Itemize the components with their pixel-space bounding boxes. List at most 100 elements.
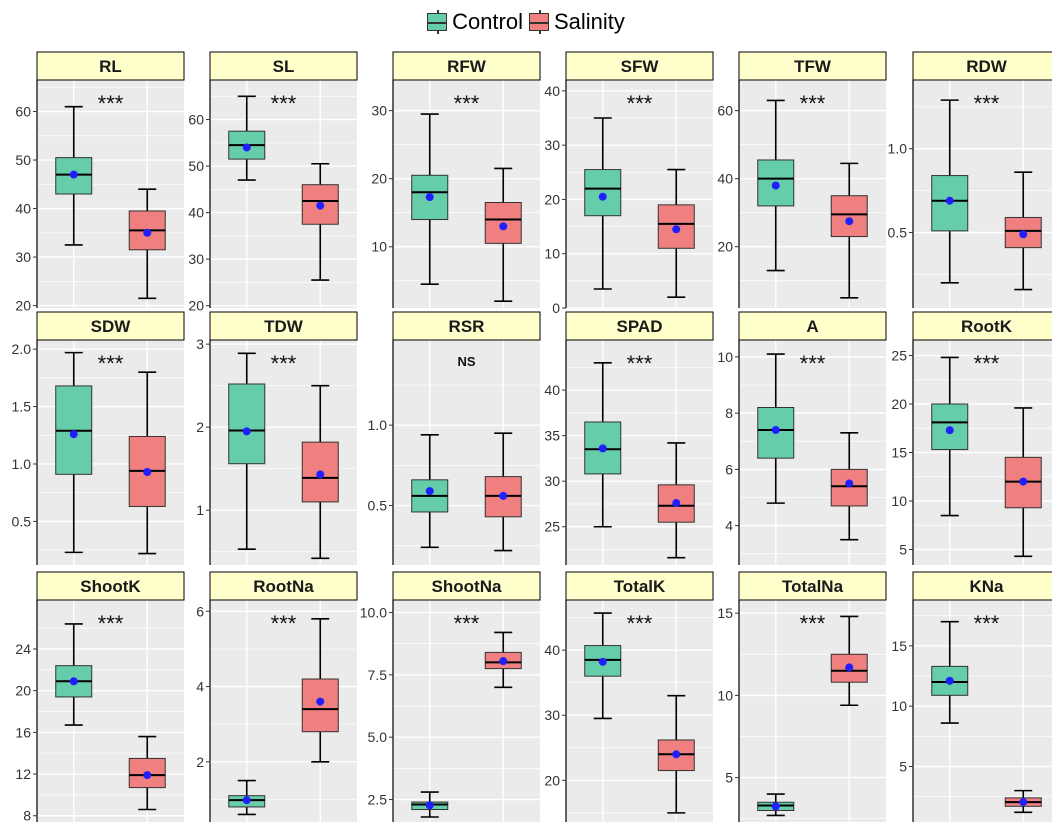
facet-strip (392, 571, 541, 601)
mean-point (242, 143, 251, 152)
iqr-box (228, 383, 266, 465)
y-tick-label: 24 (15, 641, 31, 657)
iqr-box (830, 195, 868, 238)
mean-point (143, 228, 152, 237)
mean-point (425, 487, 434, 496)
mean-point (771, 181, 780, 190)
mean-point (1019, 798, 1028, 807)
significance-label: *** (98, 91, 124, 116)
y-tick-label: 12 (15, 766, 31, 782)
y-tick-label: 35 (544, 428, 560, 444)
facet-title-rfw: RFW (447, 57, 487, 76)
y-tick-label: 30 (544, 707, 560, 723)
box-salinity (301, 618, 339, 763)
y-tick-label: 0 (552, 300, 560, 316)
facet-strip (738, 571, 887, 601)
y-tick-label: 8 (23, 808, 31, 824)
significance-label: *** (974, 91, 1000, 116)
panel-rootna: 2 4 6 RootNa *** (196, 571, 358, 822)
facet-title-spad: SPAD (617, 317, 663, 336)
y-tick-label: 1.0 (368, 417, 388, 433)
box-salinity (830, 615, 868, 707)
box-control (757, 353, 795, 504)
y-tick-label: 50 (188, 158, 204, 174)
iqr-box (830, 468, 868, 507)
y-tick-label: 5 (725, 770, 733, 786)
mean-point (945, 676, 954, 685)
significance-label: *** (627, 351, 653, 376)
facet-title-totalna: TotalNa (782, 577, 844, 596)
facet-title-rootna: RootNa (253, 577, 314, 596)
y-tick-label: 40 (717, 171, 733, 187)
y-tick-label: 6 (725, 461, 733, 477)
significance-label: *** (98, 611, 124, 636)
y-tick-label: 1.0 (888, 141, 908, 157)
facet-strip (36, 51, 185, 81)
y-tick-label: 15 (717, 605, 733, 621)
facet-strip (738, 51, 887, 81)
panel-shootna: 2.5 5.0 7.5 10.0 ShootNa *** (360, 571, 541, 822)
mean-point (425, 193, 434, 202)
mean-point (945, 426, 954, 435)
panel-sl: 20 30 40 50 60 SL *** (188, 51, 358, 314)
y-tick-label: 20 (371, 171, 387, 187)
y-tick-label: 40 (188, 205, 204, 221)
panel-shootk: 8 12 16 20 24 ShootK *** (15, 571, 185, 824)
mean-point (499, 657, 508, 666)
y-tick-label: 0.5 (888, 225, 908, 241)
iqr-box (757, 159, 795, 207)
panel-a: 4 6 8 10 A *** (717, 311, 887, 565)
mean-point (945, 196, 954, 205)
panel-background (393, 600, 540, 822)
box-control (228, 95, 266, 181)
y-tick-label: 20 (891, 396, 907, 412)
y-tick-label: 2.0 (12, 341, 32, 357)
mean-point (316, 697, 325, 706)
panel-spad: 25 30 35 40 SPAD *** (544, 311, 714, 565)
facet-title-shootk: ShootK (80, 577, 141, 596)
y-tick-label: 3 (196, 336, 204, 352)
mean-point (1019, 477, 1028, 486)
panel-totalk: 20 30 40 TotalK *** (544, 571, 714, 822)
box-salinity (128, 735, 166, 811)
box-salinity (128, 371, 166, 555)
mean-point (672, 750, 681, 759)
facet-title-totalk: TotalK (614, 577, 666, 596)
legend-label-salinity: Salinity (554, 9, 625, 34)
facet-strip (209, 571, 358, 601)
panel-background (566, 600, 713, 822)
box-control (931, 99, 969, 284)
mean-point (316, 470, 325, 479)
y-tick-label: 5.0 (368, 729, 388, 745)
iqr-box (584, 169, 622, 217)
mean-point (598, 192, 607, 201)
box-control (411, 791, 449, 818)
box-control (55, 105, 93, 246)
mean-point (598, 444, 607, 453)
y-tick-label: 2 (196, 754, 204, 770)
y-tick-label: 10 (371, 239, 387, 255)
y-tick-label: 60 (15, 104, 31, 120)
y-tick-label: 20 (15, 298, 31, 314)
mean-point (845, 217, 854, 226)
significance-label: *** (800, 611, 826, 636)
box-control (931, 620, 969, 724)
significance-label: *** (974, 351, 1000, 376)
panel-rootk: 5 10 15 20 25 RootK *** (891, 311, 1052, 565)
legend: Control Salinity (0, 8, 1052, 36)
mean-point (499, 491, 508, 500)
box-control (757, 793, 795, 817)
panel-sfw: 0 10 20 30 40 SFW *** (544, 51, 714, 316)
y-tick-label: 2.5 (368, 792, 388, 808)
facet-title-a: A (806, 317, 818, 336)
mean-point (242, 427, 251, 436)
y-tick-label: 40 (544, 382, 560, 398)
facet-strip (912, 571, 1052, 601)
facet-strip (912, 51, 1052, 81)
significance-label: NS (457, 354, 475, 369)
y-tick-label: 6 (196, 603, 204, 619)
y-tick-label: 20 (717, 239, 733, 255)
y-tick-label: 4 (196, 679, 204, 695)
y-tick-label: 30 (371, 103, 387, 119)
significance-label: *** (974, 611, 1000, 636)
